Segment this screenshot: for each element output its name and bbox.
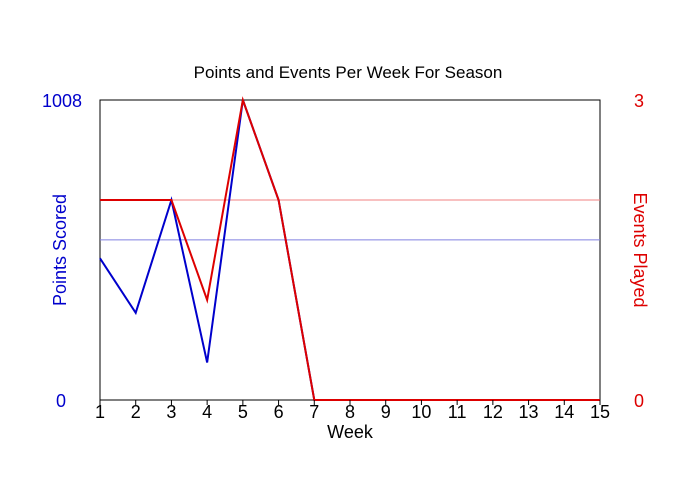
x-tick-label: 14 [554,402,574,422]
average-lines [100,199,600,241]
x-tick-label: 8 [345,402,355,422]
x-tick-label: 12 [483,402,503,422]
x-tick-label: 5 [238,402,248,422]
x-tick-label: 7 [309,402,319,422]
x-tick-label: 4 [202,402,212,422]
points-scored-line [99,99,600,401]
x-tick-label: 2 [131,402,141,422]
x-tick-label: 3 [166,402,176,422]
left-y-axis-title: Points Scored [50,194,70,306]
x-tick-label: 11 [448,402,467,422]
right-y-tick-min: 0 [634,391,644,411]
right-y-tick-max: 3 [634,91,644,111]
plot-area [99,99,601,401]
x-tick-label: 10 [411,402,431,422]
events-played-line [100,96,600,401]
series-lines [99,96,600,401]
left-y-tick-max: 1008 [42,91,82,111]
right-y-axis-title: Events Played [630,192,650,307]
x-tick-label: 9 [381,402,391,422]
chart-title: Points and Events Per Week For Season [194,63,503,82]
x-tick-label: 13 [519,402,539,422]
x-tick-label: 1 [95,402,105,422]
left-y-tick-min: 0 [56,391,66,411]
x-tick-label: 15 [590,402,610,422]
x-axis-title: Week [327,422,374,442]
x-ticks: 1 2 3 4 5 6 7 8 9 10 11 12 13 14 15 [95,400,610,422]
x-tick-label: 6 [274,402,284,422]
